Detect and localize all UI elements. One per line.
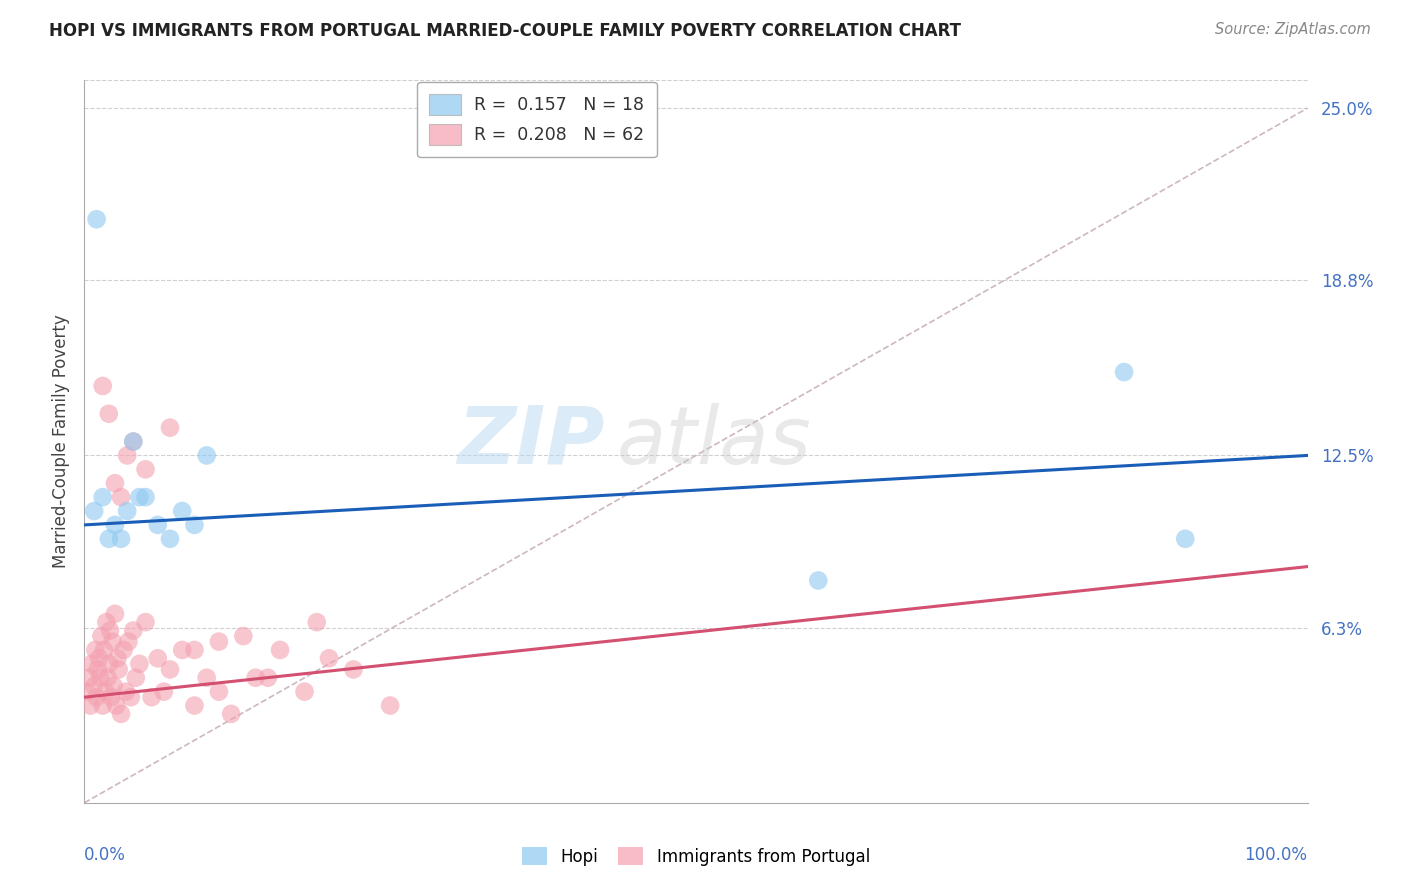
Point [96,615,118,630]
Point [245,671,267,685]
Point [135,615,157,630]
Point [97,671,120,685]
Point [122,434,145,449]
Point [103,679,125,693]
Text: 0.0%: 0.0% [84,847,127,864]
Point [183,698,205,713]
Point [318,651,340,665]
Point [76,684,98,698]
Point [172,504,194,518]
Text: atlas: atlas [616,402,811,481]
Point [77,671,100,685]
Point [97,532,120,546]
Point [110,706,132,721]
Point [125,671,148,685]
Point [342,662,364,676]
Point [208,634,231,648]
Point [153,684,176,698]
Point [135,490,157,504]
Y-axis label: Married-Couple Family Poverty: Married-Couple Family Poverty [52,315,70,568]
Point [104,476,127,491]
Point [146,517,169,532]
Point [219,706,242,721]
Point [87,662,110,676]
Point [380,698,402,713]
Text: ZIP: ZIP [457,402,605,481]
Point [91,379,114,393]
Point [98,624,121,638]
Point [84,643,107,657]
Point [105,698,128,713]
Point [232,629,254,643]
Point [257,671,280,685]
Point [159,662,181,676]
Point [294,684,316,698]
Point [208,684,231,698]
Point [115,504,138,518]
Point [104,517,127,532]
Point [110,490,132,504]
Point [135,462,157,476]
Point [183,517,205,532]
Point [91,490,114,504]
Point [122,624,145,638]
Point [94,684,117,698]
Point [172,643,194,657]
Point [86,212,108,227]
Point [269,643,291,657]
Point [159,532,181,546]
Point [195,449,218,463]
Text: HOPI VS IMMIGRANTS FROM PORTUGAL MARRIED-COUPLE FAMILY POVERTY CORRELATION CHART: HOPI VS IMMIGRANTS FROM PORTUGAL MARRIED… [49,22,962,40]
Point [91,698,114,713]
Point [112,643,135,657]
Point [97,407,120,421]
Point [83,504,105,518]
Legend: Hopi, Immigrants from Portugal: Hopi, Immigrants from Portugal [513,839,879,874]
Point [101,634,124,648]
Point [87,651,110,665]
Point [146,651,169,665]
Point [120,690,142,705]
Point [122,434,145,449]
Point [100,690,122,705]
Point [1174,532,1197,546]
Point [183,643,205,657]
Point [80,657,103,671]
Text: 100.0%: 100.0% [1244,847,1308,864]
Point [195,671,218,685]
Point [97,657,120,671]
Point [90,629,112,643]
Point [110,532,132,546]
Point [115,684,138,698]
Point [105,651,128,665]
Point [83,679,105,693]
Point [1114,365,1136,379]
Point [104,607,127,621]
Text: Source: ZipAtlas.com: Source: ZipAtlas.com [1215,22,1371,37]
Point [128,657,150,671]
Point [115,449,138,463]
Point [93,643,115,657]
Point [107,662,129,676]
Point [89,671,111,685]
Point [807,574,830,588]
Point [117,634,139,648]
Point [159,420,181,434]
Point [79,698,101,713]
Point [86,690,108,705]
Point [305,615,328,630]
Point [128,490,150,504]
Point [141,690,163,705]
